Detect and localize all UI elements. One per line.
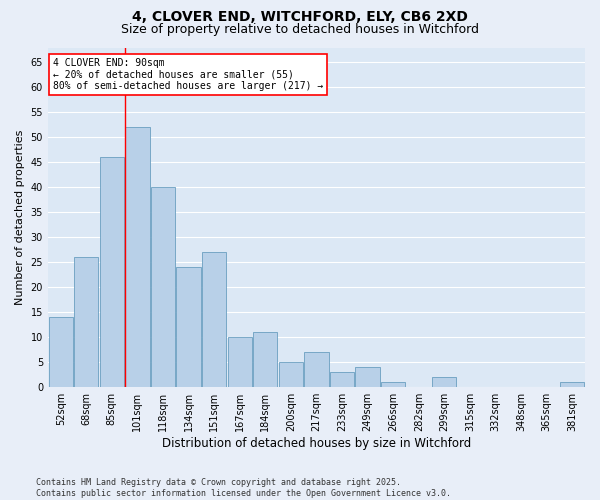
Bar <box>49 318 73 387</box>
Bar <box>304 352 329 387</box>
Text: Contains HM Land Registry data © Crown copyright and database right 2025.
Contai: Contains HM Land Registry data © Crown c… <box>36 478 451 498</box>
Text: 4 CLOVER END: 90sqm
← 20% of detached houses are smaller (55)
80% of semi-detach: 4 CLOVER END: 90sqm ← 20% of detached ho… <box>53 58 323 91</box>
Text: Size of property relative to detached houses in Witchford: Size of property relative to detached ho… <box>121 22 479 36</box>
Bar <box>330 372 354 387</box>
Y-axis label: Number of detached properties: Number of detached properties <box>15 130 25 305</box>
Text: 4, CLOVER END, WITCHFORD, ELY, CB6 2XD: 4, CLOVER END, WITCHFORD, ELY, CB6 2XD <box>132 10 468 24</box>
Bar <box>227 338 252 387</box>
Bar <box>100 158 124 387</box>
Bar <box>151 188 175 387</box>
Bar <box>381 382 406 387</box>
Bar <box>202 252 226 387</box>
Bar <box>355 367 380 387</box>
Bar <box>560 382 584 387</box>
Bar <box>74 258 98 387</box>
X-axis label: Distribution of detached houses by size in Witchford: Distribution of detached houses by size … <box>162 437 471 450</box>
Bar <box>432 377 457 387</box>
Bar <box>279 362 303 387</box>
Bar <box>253 332 277 387</box>
Bar <box>125 128 149 387</box>
Bar <box>176 268 201 387</box>
